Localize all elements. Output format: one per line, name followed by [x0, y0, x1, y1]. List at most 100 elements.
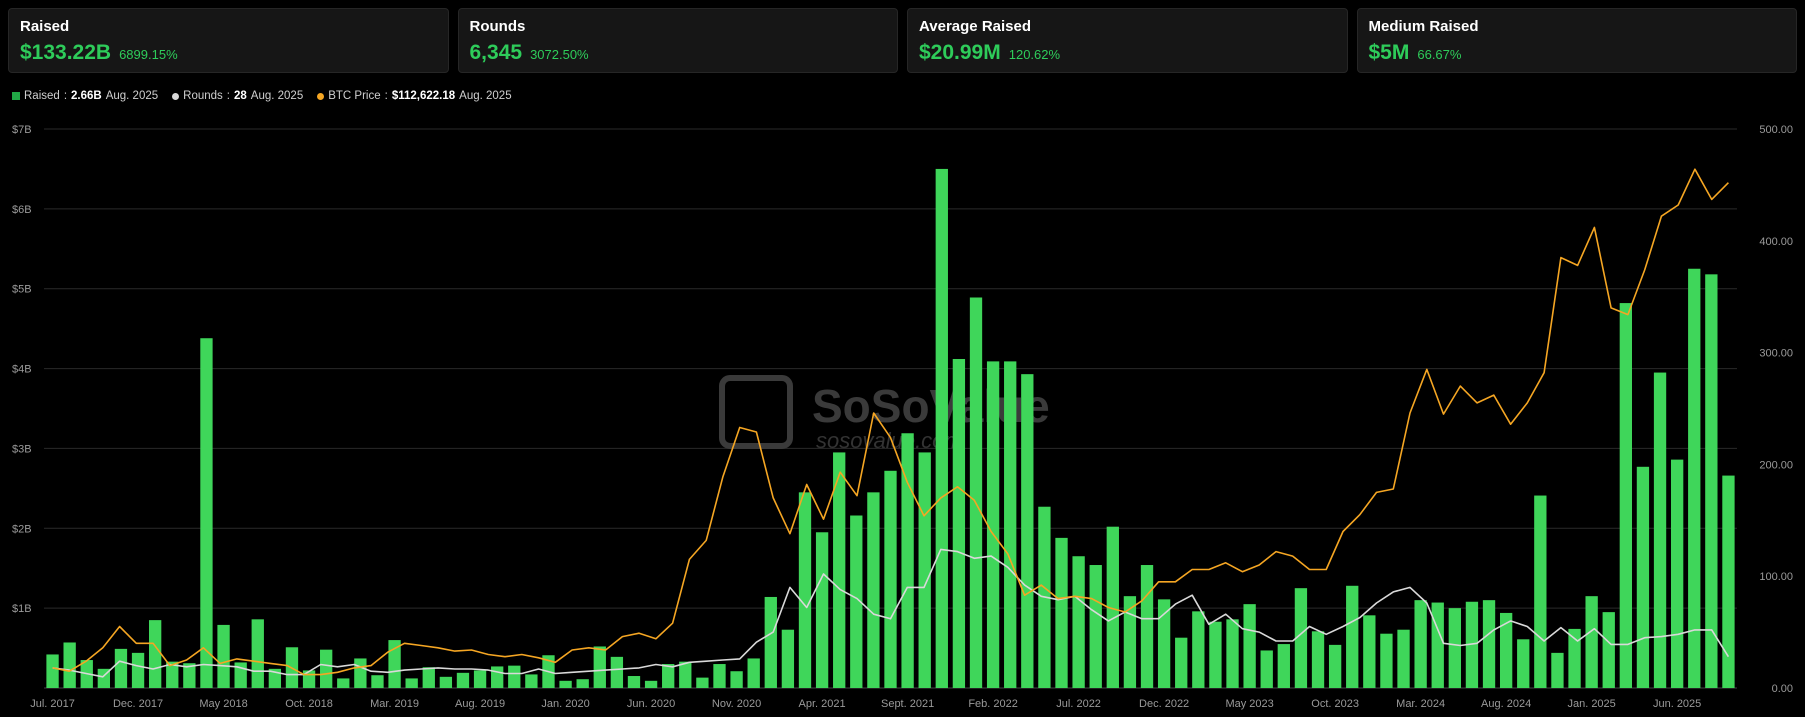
bar-raised[interactable]: [1260, 650, 1273, 688]
bar-raised[interactable]: [1619, 303, 1632, 688]
bar-raised[interactable]: [884, 470, 897, 688]
bar-raised[interactable]: [405, 678, 418, 688]
bar-raised[interactable]: [798, 492, 812, 688]
bar-raised[interactable]: [114, 648, 128, 688]
bar-raised[interactable]: [1072, 556, 1085, 688]
bar-raised[interactable]: [644, 680, 658, 688]
bar-raised[interactable]: [1021, 374, 1034, 688]
bar-raised[interactable]: [781, 629, 795, 688]
bar-raised[interactable]: [1568, 628, 1581, 688]
bar-raised[interactable]: [1123, 596, 1137, 688]
line-rounds[interactable]: [52, 548, 1730, 678]
bar-raised[interactable]: [1380, 633, 1393, 688]
bar-raised[interactable]: [1722, 475, 1735, 688]
legend-name: BTC Price: [328, 90, 381, 102]
bar-raised[interactable]: [508, 665, 521, 688]
bar-raised[interactable]: [815, 532, 829, 688]
bar-raised[interactable]: [251, 619, 264, 688]
line-btc-price[interactable]: [52, 168, 1729, 676]
bar-raised[interactable]: [320, 649, 333, 688]
bar-raised[interactable]: [1585, 596, 1598, 688]
bar-raised[interactable]: [1414, 600, 1427, 688]
bar-raised[interactable]: [525, 674, 538, 688]
bar-raised[interactable]: [576, 679, 589, 688]
bar-raised[interactable]: [337, 678, 350, 688]
bar-raised[interactable]: [166, 661, 179, 688]
bar-raised[interactable]: [730, 671, 743, 688]
bar-raised[interactable]: [1140, 565, 1154, 688]
bar-raised[interactable]: [1106, 526, 1119, 688]
bar-raised[interactable]: [1517, 639, 1530, 688]
bar-raised[interactable]: [764, 596, 777, 688]
bar-raised[interactable]: [1277, 644, 1290, 688]
legend-item-raised[interactable]: Raised: 2.66B Aug. 2025: [12, 90, 158, 102]
bar-raised[interactable]: [388, 640, 401, 688]
bar-raised[interactable]: [969, 297, 983, 688]
bar-raised[interactable]: [696, 677, 709, 688]
bar-raised[interactable]: [439, 676, 453, 688]
bar-raised[interactable]: [473, 670, 487, 688]
bar-raised[interactable]: [627, 676, 641, 688]
bar-raised[interactable]: [1192, 611, 1205, 688]
bar-raised[interactable]: [1397, 629, 1410, 688]
bar-raised[interactable]: [1551, 652, 1564, 688]
bar-raised[interactable]: [662, 664, 675, 688]
bar-raised[interactable]: [149, 620, 162, 688]
bar-raised[interactable]: [1705, 274, 1718, 688]
bar-raised[interactable]: [1226, 619, 1239, 688]
bar-raised[interactable]: [850, 515, 863, 688]
bar-raised[interactable]: [1534, 495, 1547, 688]
bar-raised[interactable]: [1157, 599, 1171, 688]
bar-raised[interactable]: [46, 654, 59, 688]
bar-raised[interactable]: [1363, 615, 1376, 688]
bar-raised[interactable]: [63, 642, 76, 688]
bar-raised[interactable]: [1055, 537, 1068, 688]
bar-raised[interactable]: [491, 666, 504, 688]
bar-raised[interactable]: [713, 664, 726, 688]
bar-raised[interactable]: [679, 661, 692, 688]
bar-raised[interactable]: [747, 658, 760, 688]
bar-raised[interactable]: [1482, 600, 1496, 688]
bar-raised[interactable]: [422, 667, 435, 688]
bar-raised[interactable]: [183, 663, 196, 688]
bar-raised[interactable]: [1209, 621, 1222, 688]
bar-raised[interactable]: [1004, 361, 1017, 688]
bar-raised[interactable]: [918, 452, 931, 688]
bar-raised[interactable]: [1328, 644, 1342, 688]
bar-raised[interactable]: [1448, 608, 1461, 688]
bar-raised[interactable]: [1465, 601, 1479, 688]
bar-raised[interactable]: [354, 658, 367, 688]
bar-raised[interactable]: [1499, 612, 1513, 688]
bar-raised[interactable]: [1688, 268, 1701, 688]
bar-raised[interactable]: [1294, 588, 1308, 688]
bar-raised[interactable]: [268, 668, 282, 688]
bar-raised[interactable]: [1311, 631, 1325, 688]
bar-raised[interactable]: [217, 624, 230, 688]
bar-raised[interactable]: [1602, 612, 1615, 688]
bar-raised[interactable]: [935, 168, 948, 688]
bar-raised[interactable]: [867, 492, 880, 688]
bar-raised[interactable]: [1346, 585, 1359, 688]
bar-raised[interactable]: [1653, 372, 1667, 688]
bar-raised[interactable]: [371, 675, 384, 688]
stat-card-change: 66.67%: [1417, 47, 1462, 62]
bar-raised[interactable]: [1670, 459, 1684, 688]
bar-raised[interactable]: [1175, 637, 1188, 688]
bar-raised[interactable]: [593, 646, 606, 688]
bar-raised[interactable]: [1431, 602, 1444, 688]
bar-raised[interactable]: [131, 652, 145, 688]
legend-item-btc-price[interactable]: BTC Price: $112,622.18 Aug. 2025: [317, 90, 512, 102]
bar-raised[interactable]: [610, 656, 624, 688]
bar-raised[interactable]: [559, 680, 572, 688]
bar-raised[interactable]: [1089, 565, 1102, 688]
bar-raised[interactable]: [302, 670, 316, 688]
bar-raised[interactable]: [1636, 466, 1650, 688]
bar-raised[interactable]: [1243, 604, 1256, 688]
bar-raised[interactable]: [986, 361, 1000, 688]
bar-raised[interactable]: [901, 433, 914, 688]
bar-raised[interactable]: [200, 338, 213, 688]
bar-raised[interactable]: [456, 672, 470, 688]
legend-item-rounds[interactable]: Rounds: 28 Aug. 2025: [172, 90, 303, 102]
bar-raised[interactable]: [833, 452, 846, 688]
bar-raised[interactable]: [952, 358, 966, 688]
